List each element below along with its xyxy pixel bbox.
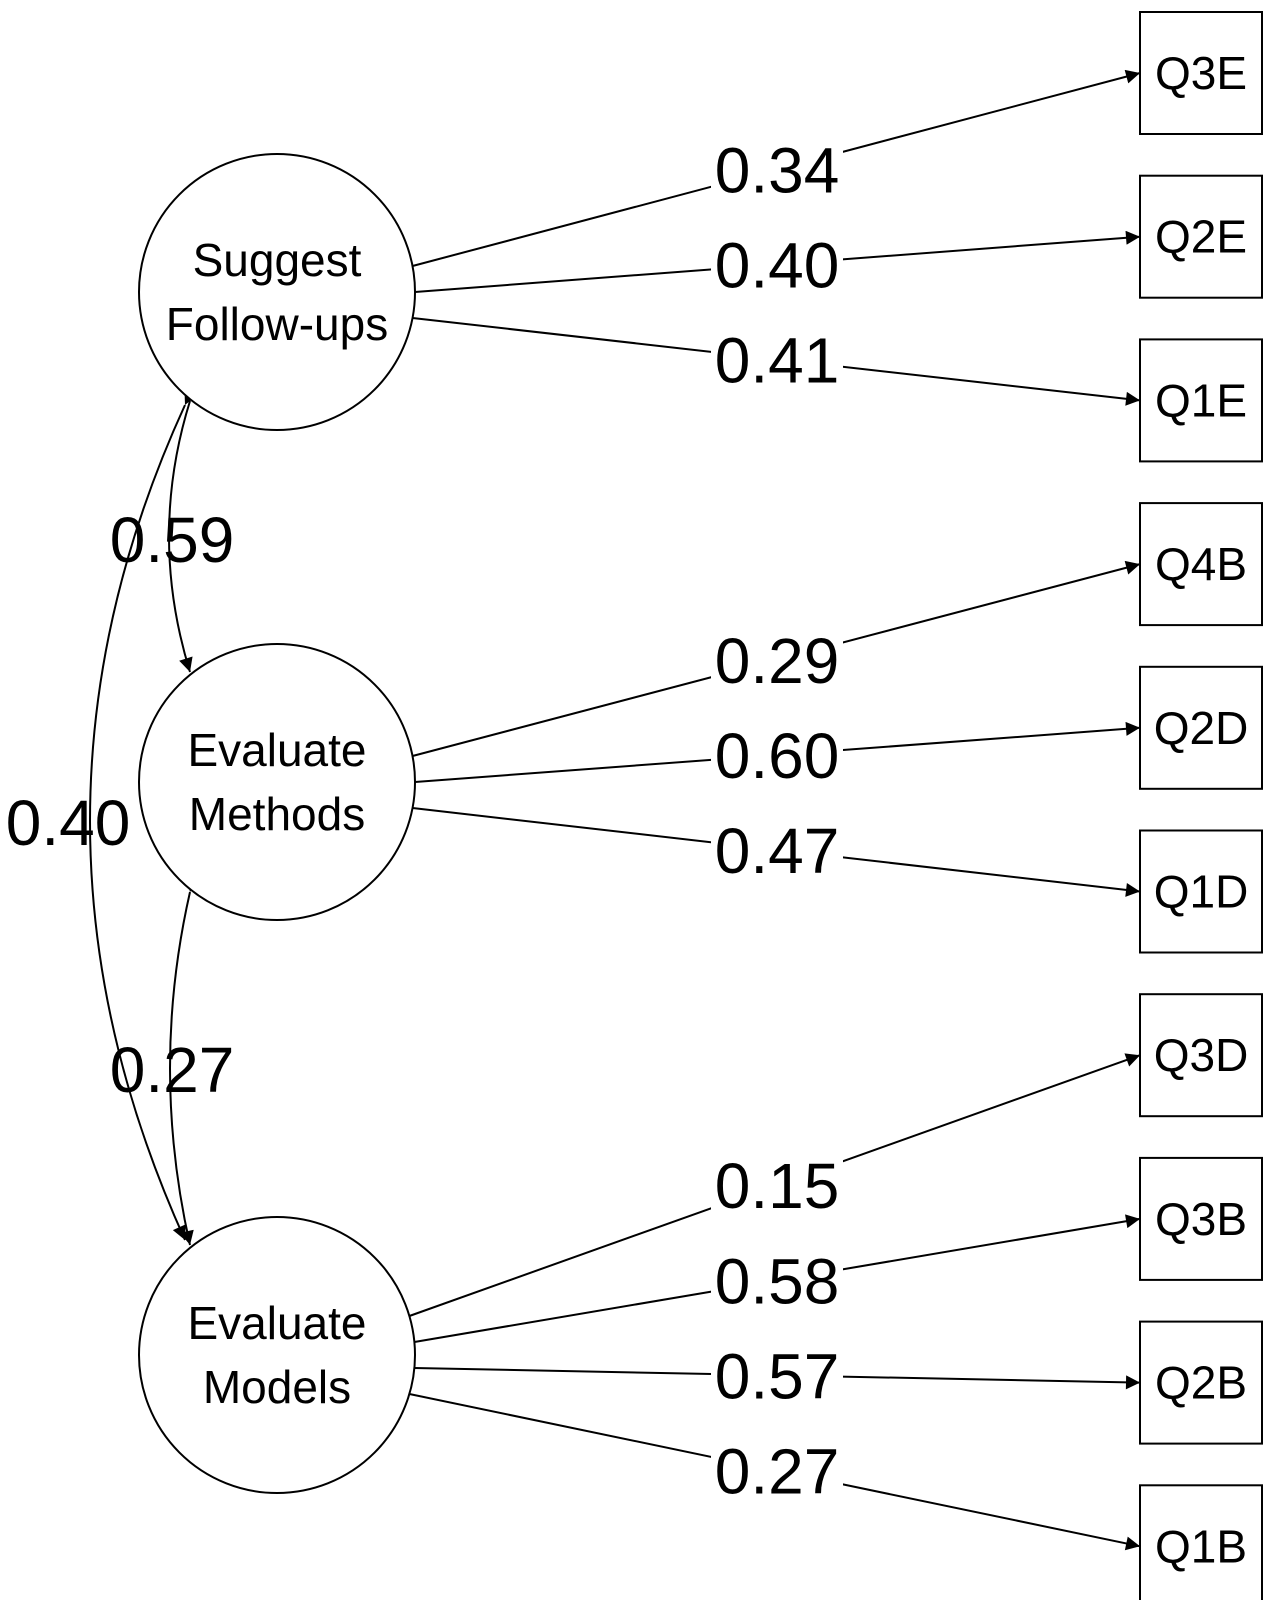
- loading-label-bg: [711, 1250, 843, 1309]
- indicator-node-q3d: Q3D: [1139, 993, 1263, 1118]
- loading-value-q2d: 0.60: [715, 720, 840, 792]
- covariance-value-suggest-models: 0.40: [6, 787, 131, 859]
- indicator-label: Q2B: [1155, 1357, 1247, 1409]
- factor-node-suggest: Suggest Follow-ups: [138, 153, 416, 431]
- loading-value-q2e: 0.40: [715, 229, 840, 301]
- indicator-box: [1139, 665, 1263, 790]
- indicator-label: Q3B: [1155, 1193, 1247, 1245]
- indicator-label: Q1B: [1155, 1520, 1247, 1572]
- indicator-node-q2b: Q2B: [1139, 1320, 1263, 1445]
- loading-label-bg: [711, 724, 843, 783]
- loading-label-bg: [711, 139, 843, 198]
- indicator-box: [1139, 829, 1263, 954]
- factor-label-line: Follow-ups: [166, 298, 388, 350]
- loading-value-q3d: 0.15: [715, 1150, 840, 1222]
- factor-label-line: Evaluate: [187, 1297, 366, 1349]
- loading-value-q3b: 0.58: [715, 1245, 840, 1317]
- indicator-label: Q1E: [1155, 374, 1247, 426]
- indicator-box: [1139, 1320, 1263, 1445]
- loading-value-q1d: 0.47: [715, 815, 840, 887]
- indicator-box: [1139, 502, 1263, 627]
- loading-label-bg: [711, 1440, 843, 1499]
- covariance-arrow-suggest-models: [89, 389, 198, 1241]
- factor-node-methods: Evaluate Methods: [138, 643, 416, 921]
- covariance-value-suggest-methods: 0.59: [110, 504, 235, 576]
- indicator-box: [1139, 1156, 1263, 1281]
- indicator-node-q2e: Q2E: [1139, 174, 1263, 299]
- indicator-label: Q2E: [1155, 211, 1247, 263]
- indicator-label: Q3E: [1155, 47, 1247, 99]
- indicator-box: [1139, 174, 1263, 299]
- loading-label-bg: [711, 819, 843, 878]
- indicator-node-q2d: Q2D: [1139, 665, 1263, 790]
- loading-label-bg: [711, 629, 843, 688]
- covariance-value-methods-models: 0.27: [110, 1034, 235, 1106]
- loading-label-bg: [711, 1345, 843, 1404]
- indicator-box: [1139, 11, 1263, 135]
- loading-label-bg: [711, 329, 843, 388]
- indicator-label: Q2D: [1154, 702, 1249, 754]
- factor-circle: [138, 153, 416, 431]
- indicator-node-q3e: Q3E: [1139, 11, 1263, 135]
- loading-value-q1b: 0.27: [715, 1436, 840, 1508]
- indicator-label: Q1D: [1154, 866, 1249, 918]
- factor-label-line: Methods: [189, 788, 365, 840]
- factor-node-models: Evaluate Models: [138, 1216, 416, 1494]
- nodes: SuggestFollow-upsEvaluateMethodsEvaluate…: [138, 11, 1263, 1600]
- indicator-box: [1139, 993, 1263, 1118]
- factor-label-line: Models: [203, 1361, 351, 1413]
- indicator-node-q1d: Q1D: [1139, 829, 1263, 954]
- indicator-node-q3b: Q3B: [1139, 1156, 1263, 1281]
- indicator-label: Q4B: [1155, 538, 1247, 590]
- coefficient-labels: 0.34 0.40 0.41 0.29 0.60 0.47 0.15 0.58 0.57 0.27…: [6, 134, 843, 1508]
- loading-value-q2b: 0.57: [715, 1340, 840, 1412]
- factor-circle: [138, 1216, 416, 1494]
- loading-value-q1e: 0.41: [715, 324, 840, 396]
- indicator-label: Q3D: [1154, 1029, 1249, 1081]
- indicator-node-q1b: Q1B: [1139, 1484, 1263, 1600]
- loading-value-q3e: 0.34: [715, 134, 840, 206]
- indicator-node-q4b: Q4B: [1139, 502, 1263, 627]
- indicator-box: [1139, 1484, 1263, 1600]
- loading-value-q4b: 0.29: [715, 625, 840, 697]
- loading-label-bg: [711, 234, 843, 293]
- indicator-box: [1139, 338, 1263, 463]
- factor-label-line: Suggest: [193, 234, 362, 286]
- indicator-node-q1e: Q1E: [1139, 338, 1263, 463]
- factor-circle: [138, 643, 416, 921]
- factor-label-line: Evaluate: [187, 724, 366, 776]
- loading-label-bg: [711, 1154, 843, 1213]
